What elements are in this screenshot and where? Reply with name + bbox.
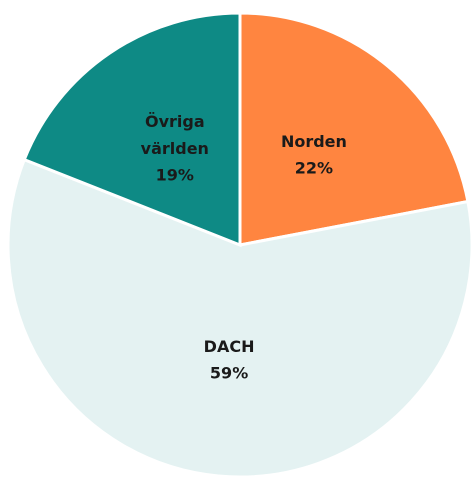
- slice-label: DACH: [204, 336, 255, 355]
- value-label: 59%: [210, 363, 248, 382]
- slice-label: Norden: [281, 132, 347, 151]
- pie-slice: [6, 157, 473, 479]
- slice-label: Övriga världen: [141, 112, 209, 158]
- value-label: 22%: [295, 159, 333, 178]
- value-label: 19%: [156, 166, 194, 185]
- pie-slice: [22, 11, 242, 248]
- pie-slice: [238, 11, 470, 247]
